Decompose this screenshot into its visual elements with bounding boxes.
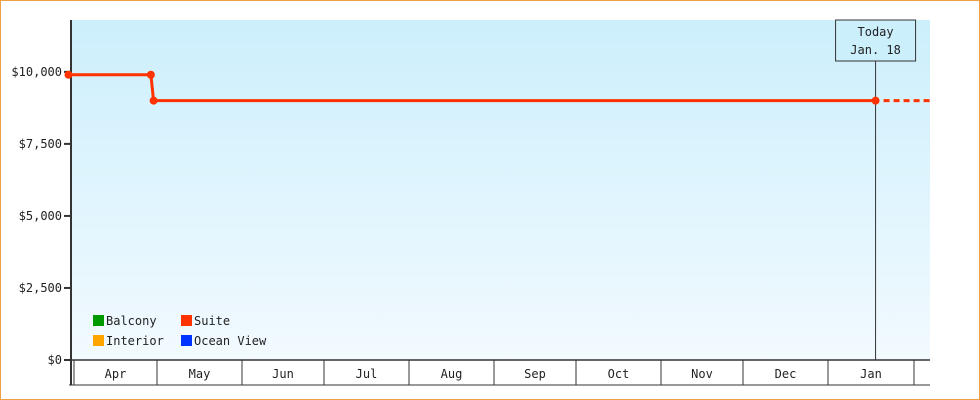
x-tick-label: Jul <box>356 367 378 381</box>
plot-area <box>71 20 930 360</box>
legend-swatch <box>93 315 104 326</box>
data-point <box>64 70 73 79</box>
legend-label: Interior <box>106 334 164 348</box>
data-point <box>871 96 880 105</box>
legend-swatch <box>93 335 104 346</box>
x-tick-label: Sep <box>524 367 546 381</box>
legend-swatch <box>181 315 192 326</box>
x-tick-label: May <box>189 367 211 381</box>
x-tick-label: Dec <box>775 367 797 381</box>
y-tick-label: $7,500 <box>19 137 62 151</box>
x-tick-label: Jun <box>272 367 294 381</box>
legend-swatch <box>181 335 192 346</box>
today-box <box>835 19 917 62</box>
y-tick-label: $2,500 <box>19 281 62 295</box>
today-date: Jan. 18 <box>850 43 901 57</box>
data-point <box>146 70 155 79</box>
x-tick-label: Jan <box>860 367 882 381</box>
x-tick-label: Oct <box>608 367 630 381</box>
y-tick-label: $0 <box>48 353 62 367</box>
series-line-suite <box>68 73 876 103</box>
data-point <box>149 96 158 105</box>
x-tick-label: Nov <box>691 367 713 381</box>
legend-label: Ocean View <box>194 334 267 348</box>
y-tick-label: $10,000 <box>11 65 62 79</box>
y-tick-label: $5,000 <box>19 209 62 223</box>
legend-label: Balcony <box>106 314 157 328</box>
x-tick-label: Aug <box>441 367 463 381</box>
today-label: Today <box>858 25 894 39</box>
legend-label: Suite <box>194 314 230 328</box>
x-tick-label: Apr <box>105 367 127 381</box>
